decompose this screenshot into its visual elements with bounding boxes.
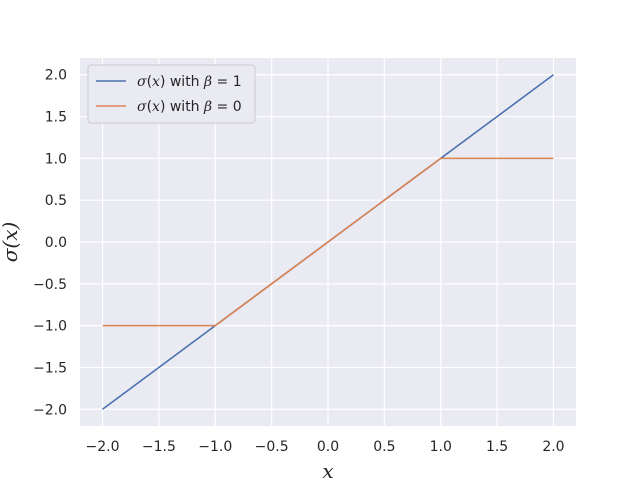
x-tick-label: 1.0	[430, 439, 452, 455]
legend-beta: β	[203, 99, 212, 115]
x-tick-label: 2.0	[542, 439, 564, 455]
x-tick-label: −1.0	[198, 439, 232, 455]
x-tick-label: −1.5	[142, 439, 176, 455]
tick-labels: −2.0 −1.5 −1.0 −0.5 0.0 0.5 1.0 1.5 2.0 −2.0 −1.5 −…	[33, 68, 565, 455]
y-tick-label: −1.5	[33, 360, 67, 376]
legend-box	[87, 64, 256, 124]
x-tick-label: 0.0	[317, 439, 339, 455]
legend-label-series-2: σ(x) with β = 0	[137, 99, 242, 115]
y-tick-label: 1.0	[45, 151, 67, 167]
series-line-2	[102, 157, 554, 327]
legend-beta: β	[203, 74, 212, 90]
legend-paren-open: (	[147, 99, 152, 115]
legend-label-series-1: σ(x) with β = 1	[137, 74, 242, 90]
legend-x: x	[152, 74, 160, 90]
y-tick-label: 0.0	[45, 235, 67, 251]
x-tick-label: −2.0	[86, 439, 120, 455]
legend-x: x	[152, 99, 160, 115]
y-tick-label: −0.5	[33, 277, 67, 293]
legend: σ(x) with β = 1 σ(x) with β = 0	[87, 64, 256, 124]
legend-sigma: σ	[137, 99, 147, 115]
y-tick-label: 0.5	[45, 193, 67, 209]
legend-paren-open: (	[147, 74, 152, 90]
y-tick-label: −2.0	[33, 402, 67, 418]
x-tick-label: 1.5	[486, 439, 508, 455]
legend-with: ) with	[160, 99, 204, 115]
y-tick-label: 1.5	[45, 110, 67, 126]
legend-sigma: σ	[137, 74, 147, 90]
y-tick-label: 2.0	[45, 68, 67, 84]
series-lines	[102, 74, 554, 410]
legend-with: ) with	[160, 74, 204, 90]
y-tick-label: −1.0	[33, 319, 67, 335]
legend-eq: = 0	[212, 99, 242, 115]
x-tick-label: 0.5	[373, 439, 395, 455]
x-tick-label: −0.5	[255, 439, 289, 455]
x-axis-label: x	[322, 459, 333, 480]
legend-eq: = 1	[212, 74, 242, 90]
y-axis-label: σ(x)	[0, 222, 22, 263]
